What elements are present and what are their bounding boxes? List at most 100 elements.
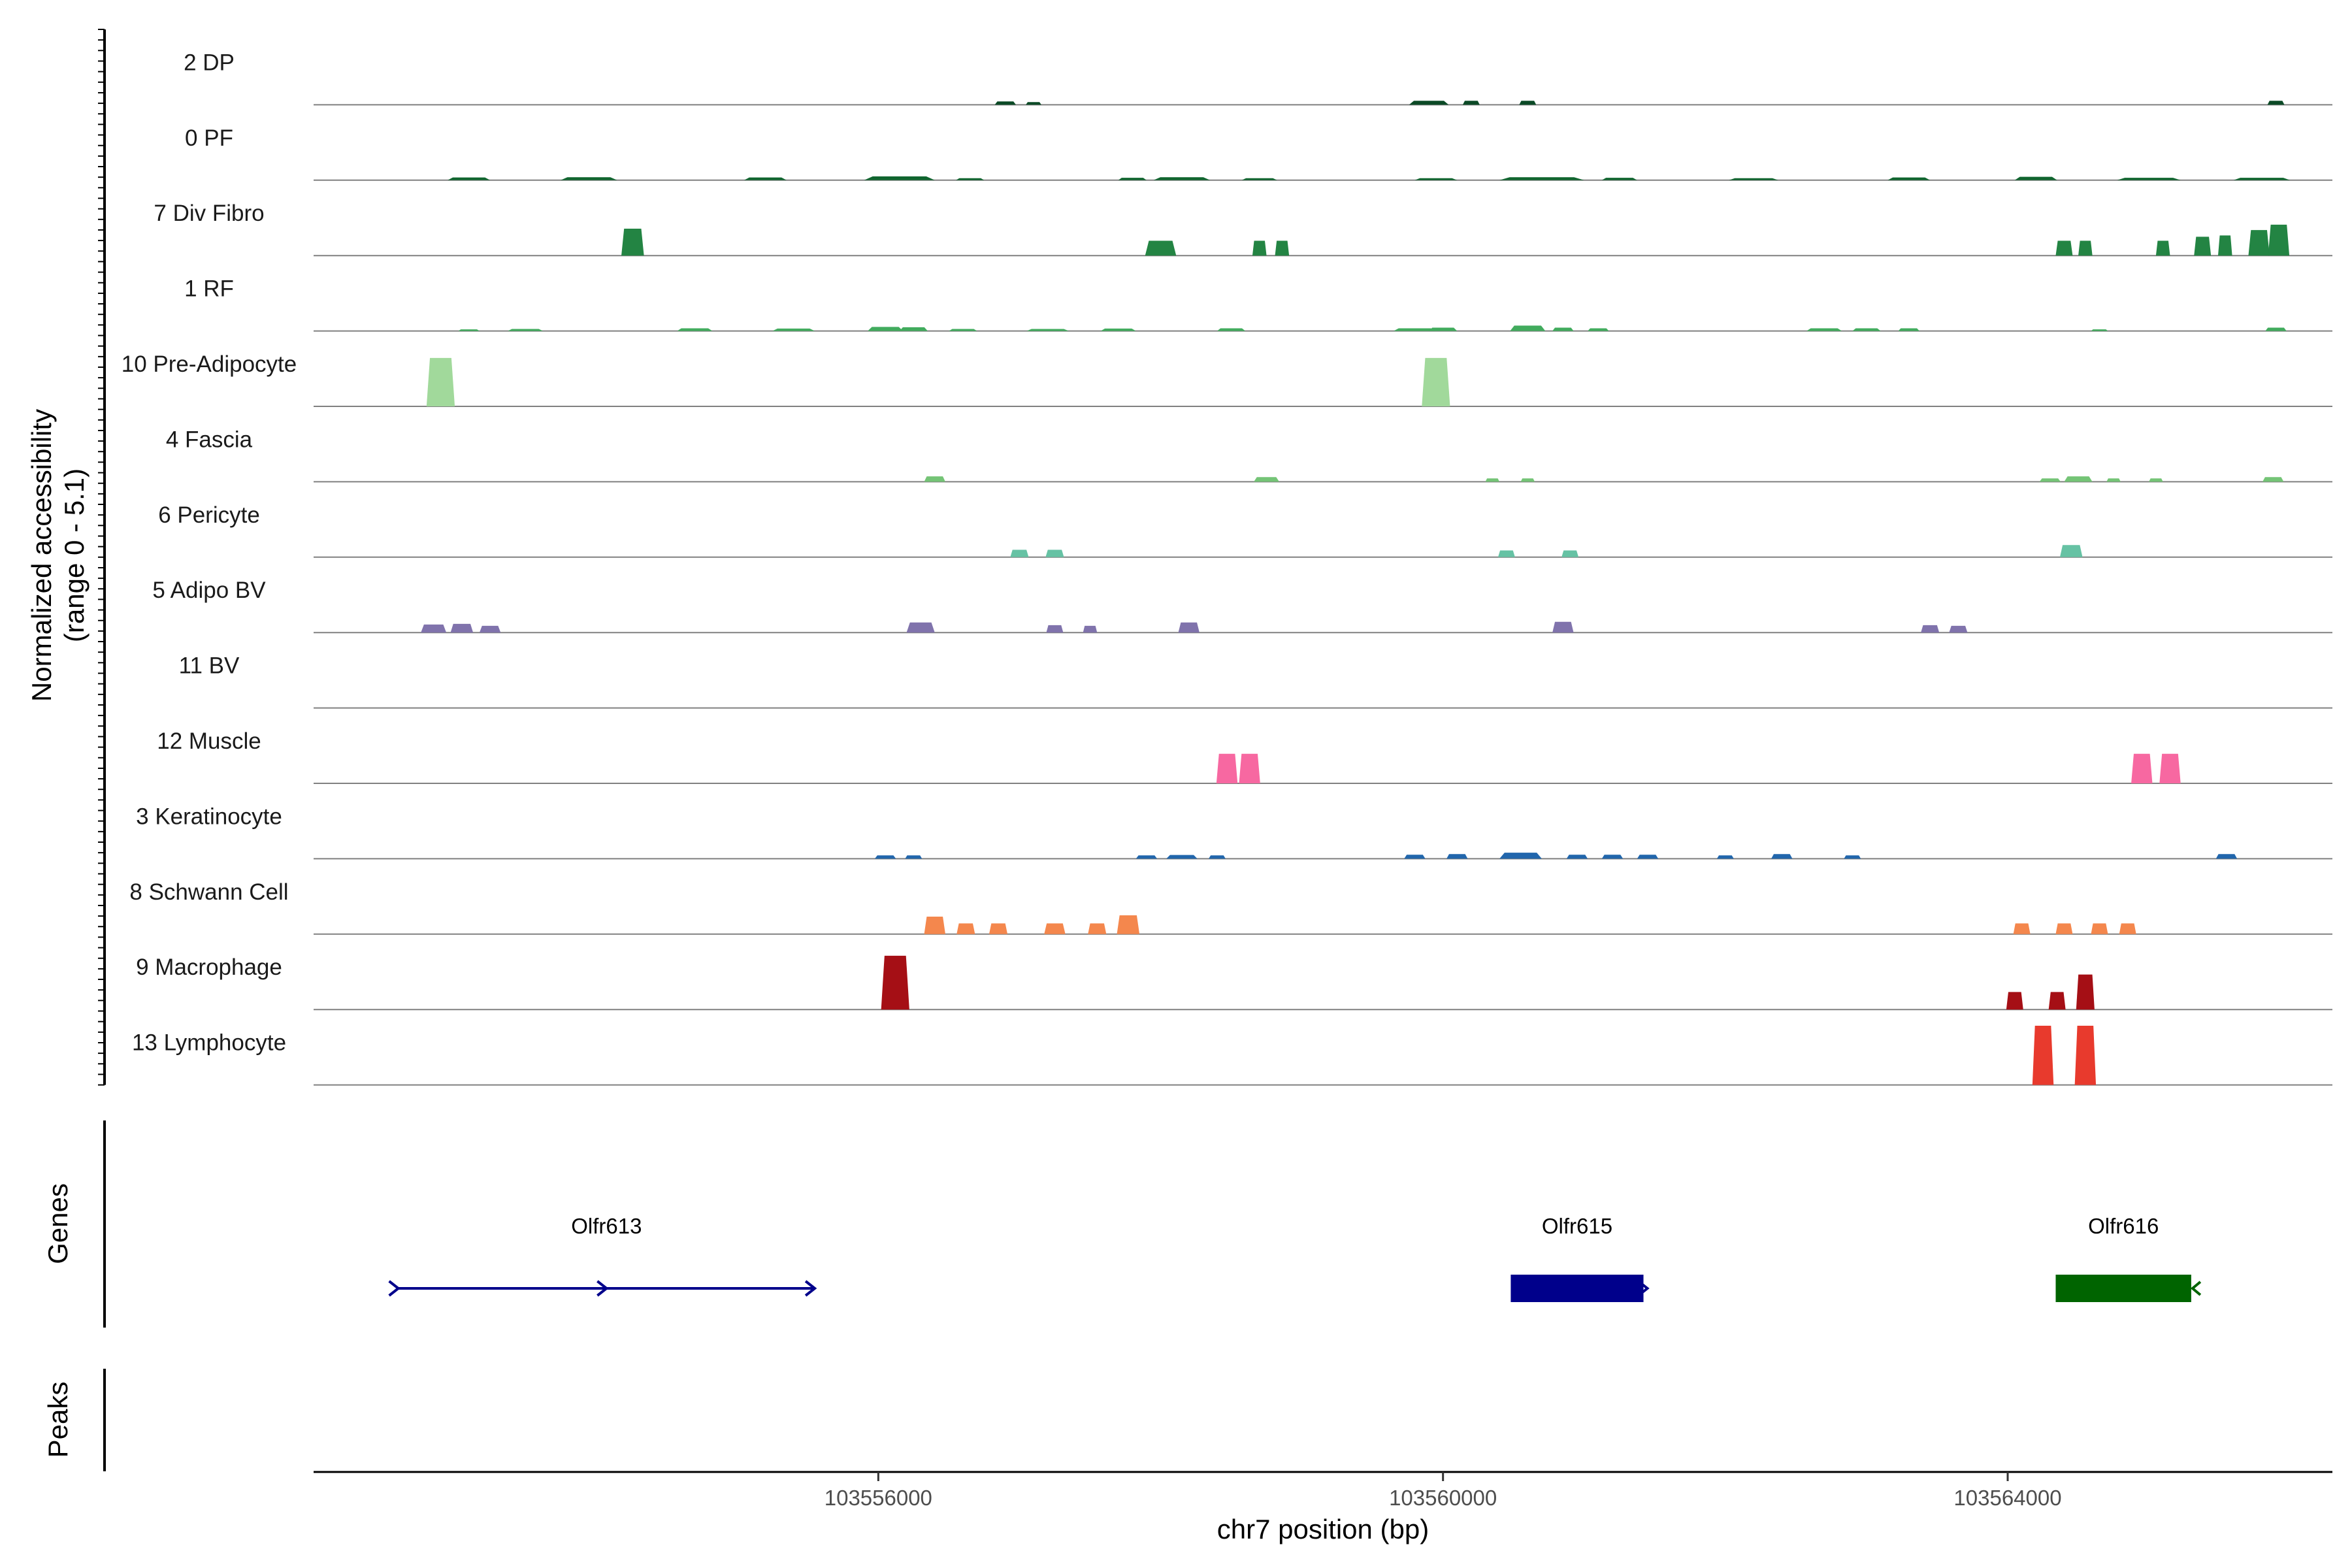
coverage-peak: [956, 923, 975, 934]
coverage-peak: [1252, 240, 1267, 256]
genes-panel: Genes Olfr613 Olfr615 Olfr616: [42, 1120, 2202, 1328]
coverage-peak: [1601, 178, 1637, 180]
x-axis-title: chr7 position (bp): [1217, 1514, 1429, 1544]
coverage-peak: [2149, 478, 2163, 482]
track-7: 5 Adipo BV: [152, 578, 2332, 634]
coverage-peak: [1254, 477, 1280, 482]
coverage-peak: [2268, 224, 2290, 256]
track-8: 11 BV: [179, 653, 2332, 709]
gene-Olfr615: Olfr615: [1511, 1214, 1650, 1302]
gene-label: Olfr615: [1542, 1214, 1612, 1238]
coverage-peak: [1026, 329, 1070, 331]
coverage-peak: [621, 229, 644, 256]
coverage-peak: [1510, 325, 1546, 331]
coverage-peak: [1010, 549, 1029, 557]
coverage-peak: [1637, 855, 1659, 859]
coverage-peak: [1216, 753, 1238, 783]
track-label: 0 PF: [185, 125, 233, 151]
coverage-peak: [1898, 328, 1919, 331]
coverage-peak: [1045, 549, 1064, 557]
coverage-peak: [949, 329, 977, 331]
gene-Olfr613: Olfr613: [388, 1214, 817, 1297]
coverage-peak: [1409, 101, 1449, 105]
x-tick-label: 103560000: [1389, 1486, 1497, 1510]
coverage-peak: [2159, 753, 2181, 783]
track-9: 12 Muscle: [157, 728, 2332, 784]
coverage-peak: [1241, 178, 1277, 180]
gene-body: [2055, 1275, 2191, 1302]
coverage-peak: [924, 917, 945, 934]
coverage-peak: [874, 855, 896, 859]
y-axis-title-line1: Normalized accessibility: [26, 409, 57, 702]
coverage-peak: [2106, 478, 2121, 482]
coverage-peak: [1404, 855, 1426, 859]
tracks-panel: 2 DP 0 PF 7 Div Fibro 1 RF 10 Pre-Adipocyte 4…: [98, 29, 2332, 1086]
track-0: 2 DP: [184, 50, 2332, 106]
track-11: 8 Schwann Cell: [129, 879, 2332, 935]
coverage-peak: [2248, 230, 2270, 256]
coverage-peak: [1497, 550, 1515, 557]
coverage-peak: [1499, 853, 1542, 859]
gene-label: Olfr613: [571, 1214, 642, 1238]
coverage-peak: [772, 328, 815, 331]
coverage-peak: [2233, 178, 2291, 180]
track-label: 4 Fascia: [166, 427, 253, 452]
coverage-peak: [2091, 923, 2108, 934]
y-axis-title-line2: (range 0 - 5.1): [59, 468, 90, 642]
coverage-peak: [508, 329, 544, 331]
strand-arrow: [596, 1280, 609, 1297]
coverage-peak: [1026, 102, 1041, 105]
coverage-peak: [2039, 478, 2061, 482]
track-6: 6 Pericyte: [158, 502, 2332, 558]
coverage-peak: [1729, 178, 1778, 180]
coverage-peak: [864, 176, 935, 180]
track-1: 0 PF: [185, 125, 2332, 181]
coverage-peak: [426, 357, 455, 406]
track-10: 3 Keratinocyte: [136, 804, 2332, 860]
track-label: 13 Lymphocyte: [132, 1030, 286, 1056]
coverage-peak: [1806, 328, 1842, 331]
gene-body: [1511, 1275, 1644, 1302]
coverage-peak: [2055, 240, 2073, 256]
coverage-peak: [2078, 240, 2093, 256]
coverage-peak: [1949, 625, 1968, 633]
coverage-peak: [1552, 327, 1574, 331]
track-4: 10 Pre-Adipocyte: [122, 351, 2332, 407]
coverage-peak: [2014, 176, 2057, 180]
coverage-peak: [1083, 625, 1098, 633]
coverage-peak: [1275, 240, 1290, 256]
coverage-peak: [881, 955, 909, 1010]
coverage-peak: [1601, 855, 1624, 859]
track-label: 5 Adipo BV: [152, 578, 266, 603]
coverage-peak: [1844, 855, 1861, 859]
x-axis: chr7 position (bp) 103556000 103560000 103…: [314, 1471, 2332, 1544]
coverage-peak: [2013, 923, 2031, 934]
coverage-peak: [1239, 753, 1260, 783]
coverage-peak: [905, 855, 923, 859]
coverage-peak: [561, 177, 617, 180]
coverage-peak: [2064, 476, 2093, 482]
coverage-peak: [2265, 327, 2287, 331]
coverage-peak: [744, 177, 787, 180]
coverage-peak: [1499, 177, 1584, 180]
coverage-peak: [1446, 854, 1468, 859]
coverage-peak: [1178, 622, 1200, 633]
coverage-peak: [1414, 178, 1458, 180]
coverage-peak: [1429, 327, 1458, 331]
coverage-peak: [1046, 625, 1064, 633]
coverage-peak: [1145, 240, 1177, 256]
coverage-peak: [1394, 328, 1436, 331]
coverage-peak: [2076, 974, 2095, 1010]
peaks-panel: Peaks: [42, 1369, 106, 1471]
coverage-peak: [899, 327, 928, 331]
track-label: 2 DP: [184, 50, 235, 75]
coverage-peak: [677, 328, 713, 331]
coverage-peak: [1485, 478, 1500, 482]
gene-label: Olfr616: [2088, 1214, 2159, 1238]
coverage-peak: [924, 476, 945, 482]
y-axis-title: Normalized accessibility (range 0 - 5.1): [26, 409, 90, 702]
track-2: 7 Div Fibro: [154, 201, 2332, 257]
gene-Olfr616: Olfr616: [2055, 1214, 2202, 1302]
coverage-peak: [1118, 178, 1147, 180]
coverage-peak: [906, 622, 935, 633]
